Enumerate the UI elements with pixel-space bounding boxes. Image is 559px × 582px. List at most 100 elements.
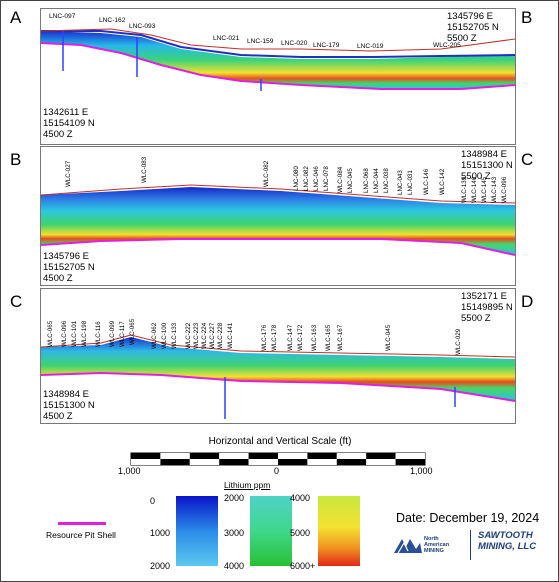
scale-left-label: 1,000 <box>118 466 141 476</box>
north-american-logo-text: North American MINING <box>424 536 450 554</box>
hole-label: LNC-031 <box>407 170 414 195</box>
hole-label: LNC-043 <box>397 170 404 195</box>
scale-cell <box>278 459 308 465</box>
hole-label: WLC-029 <box>455 328 462 355</box>
hole-label: WLC-096 <box>61 320 68 347</box>
hole-label: LNC-082 <box>303 166 310 191</box>
legend-title: Lithium ppm <box>224 480 271 490</box>
scale-cell <box>219 453 249 459</box>
hole-label: LNC-021 <box>213 35 240 42</box>
hole-label: WLC-165 <box>325 324 332 351</box>
hole-label: WLC-101 <box>71 320 78 347</box>
hole-label: WLC-147 <box>287 324 294 351</box>
coord-left: 1342611 E 15154109 N 4500 Z <box>43 107 95 140</box>
hole-label: WLC-198 <box>81 320 88 347</box>
hole-label: WLC-142 <box>439 168 446 195</box>
legend-yellow-scale <box>318 496 360 566</box>
hole-label: WLC-027 <box>65 160 72 187</box>
pit-shell-label: Resource Pit Shell <box>46 530 116 540</box>
hole-label: LNC-045 <box>347 168 354 193</box>
legend-green-scale <box>250 496 292 566</box>
scale-cell <box>366 459 396 465</box>
north-american-logo-icon <box>394 539 422 553</box>
cross-section-ab: LNC-097 LNC-162 LNC-093 LNC-021 LNC-159 … <box>40 8 516 145</box>
legend-green-label: 3000 <box>224 528 245 538</box>
hole-label: WLC-141 <box>227 322 234 349</box>
section-bc-graphic <box>41 184 515 256</box>
scale-right-label: 1,000 <box>410 466 433 476</box>
hole-label: LNC-097 <box>49 13 76 20</box>
hole-label: LNC-019 <box>357 43 384 50</box>
hole-label: WLC-178 <box>271 324 278 351</box>
hole-label: LNC-179 <box>313 42 340 49</box>
coord-left: 1348984 E 15151300 N 4500 Z <box>43 389 95 422</box>
scale-center-label: 0 <box>274 466 280 476</box>
scale-bar <box>130 452 426 466</box>
scale-cell <box>219 459 249 465</box>
corner-c-top: C <box>521 150 534 169</box>
corner-d: D <box>521 292 534 311</box>
pit-shell-swatch <box>58 522 106 525</box>
legend-green-label: 4000 <box>224 561 245 571</box>
hole-label: WLC-065 <box>129 318 136 345</box>
hole-label: WLC-172 <box>297 324 304 351</box>
corner-a: A <box>10 8 22 27</box>
hole-label: WLC-082 <box>263 160 270 187</box>
scale-cell <box>395 453 425 459</box>
coord-right: 1348984 E 15151300 N 5500 Z <box>461 149 513 182</box>
corner-b-top: B <box>521 8 533 27</box>
hole-label: LNC-159 <box>247 38 274 45</box>
scale-cell <box>160 453 190 459</box>
scale-cell <box>307 453 337 459</box>
corner-c: C <box>10 292 23 311</box>
hole-label: LNC-020 <box>281 40 308 47</box>
hole-label: LNC-078 <box>323 166 330 191</box>
hole-label: LNC-046 <box>313 166 320 191</box>
hole-label: WLC-223 <box>193 322 200 349</box>
hole-label: LNC-044 <box>373 168 380 193</box>
scale-cell <box>248 453 278 459</box>
hole-label: WLC-205 <box>433 42 461 49</box>
scale-cell <box>248 459 278 465</box>
hole-label: WLC-045 <box>385 324 392 351</box>
scale-cell <box>189 459 220 465</box>
legend-green-label: 2000 <box>224 493 245 503</box>
hole-label: WLC-224 <box>201 322 208 349</box>
scale-cell <box>336 453 367 459</box>
scale-cell <box>131 453 161 459</box>
scale-cell <box>131 459 161 465</box>
hole-label: WLC-099 <box>109 320 116 347</box>
hole-label: WLC-116 <box>95 321 102 347</box>
hole-label: LNC-068 <box>363 168 370 193</box>
coord-right: 1345796 E 15152705 N 5500 Z <box>447 11 499 44</box>
coord-right: 1352171 E 15149895 N 5500 Z <box>461 291 513 324</box>
hole-label: WLC-083 <box>141 156 148 183</box>
hole-label: WLC-117 <box>119 321 126 347</box>
hole-label: WLC-084 <box>337 166 344 193</box>
scale-title: Horizontal and Vertical Scale (ft) <box>208 436 352 447</box>
hole-label: LNC-162 <box>99 17 126 24</box>
legend-blue-label: 2000 <box>150 561 171 571</box>
legend-yellow-label: 4000 <box>290 493 311 503</box>
scale-cell <box>307 459 337 465</box>
scale-cell <box>366 453 396 459</box>
cross-section-bc: WLC-027 WLC-083 WLC-082 LNC-080 LNC-082 … <box>40 146 516 286</box>
legend-blue-label: 0 <box>150 496 156 506</box>
hole-label: WLC-222 <box>185 322 192 349</box>
cross-section-cd: WLC-065 WLC-096 WLC-101 WLC-198 WLC-116 … <box>40 288 516 424</box>
hole-label: WLC-227 <box>209 322 216 349</box>
hole-label: LNC-093 <box>129 23 156 30</box>
scale-cell <box>395 459 425 465</box>
legend-blue-label: 1000 <box>150 528 171 538</box>
corner-b: B <box>10 150 22 169</box>
report-date: Date: December 19, 2024 <box>396 511 540 525</box>
hole-label: WLC-176 <box>261 324 268 351</box>
legend-blue-scale <box>176 496 218 566</box>
legend-yellow-label: 5000 <box>290 528 311 538</box>
hole-label: WLC-228 <box>217 322 224 349</box>
hole-label: WLC-065 <box>47 320 54 347</box>
logo-divider <box>470 530 471 560</box>
hole-label: WLC-167 <box>337 324 344 351</box>
section-cd-graphic <box>41 334 515 419</box>
hole-label: WLC-133 <box>171 322 178 349</box>
